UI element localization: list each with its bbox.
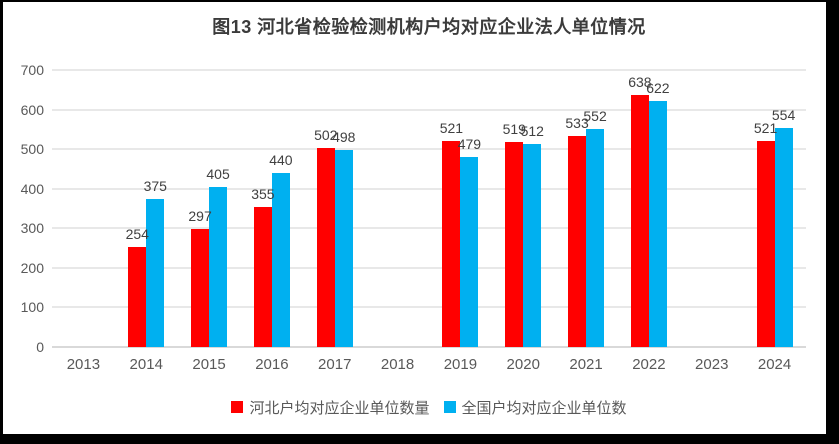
bar-hebei <box>442 140 461 347</box>
x-axis-line <box>52 346 806 348</box>
data-label: 502 <box>314 127 338 144</box>
x-tick-label: 2019 <box>443 356 478 373</box>
data-label: 498 <box>332 128 356 145</box>
data-label: 552 <box>583 107 607 124</box>
x-tick-label: 2013 <box>66 356 101 373</box>
y-tick-label: 500 <box>20 141 44 158</box>
data-label: 521 <box>753 119 778 136</box>
data-label: 622 <box>646 79 670 96</box>
gridline <box>52 69 806 71</box>
data-label: 638 <box>628 73 652 90</box>
data-label: 405 <box>206 165 230 182</box>
x-tick-label: 2024 <box>757 356 792 373</box>
data-label: 254 <box>125 225 149 242</box>
x-tick-label: 2016 <box>255 356 289 373</box>
data-label: 297 <box>188 208 212 225</box>
legend-swatch <box>443 401 456 413</box>
data-label: 440 <box>269 151 293 168</box>
legend-item-national: 全国户均对应企业单位数 <box>443 397 627 418</box>
x-tick-label: 2015 <box>192 356 226 373</box>
legend-label: 全国户均对应企业单位数 <box>461 399 627 417</box>
y-tick-label: 200 <box>20 259 44 276</box>
data-label: 512 <box>520 123 544 140</box>
bar-national <box>209 186 228 347</box>
x-tick-label: 2018 <box>380 356 415 373</box>
data-label: 521 <box>439 119 464 136</box>
bar-hebei <box>253 206 272 347</box>
bar-national <box>523 144 542 347</box>
bar-hebei <box>630 94 649 347</box>
data-label: 533 <box>565 115 589 132</box>
gridline <box>52 266 806 269</box>
gridline <box>52 227 806 230</box>
x-tick-label: 2014 <box>129 356 163 373</box>
legend-item-hebei: 河北户均对应企业单位数量 <box>231 397 430 418</box>
bar-national <box>334 149 353 347</box>
data-label: 554 <box>771 106 796 123</box>
data-label: 519 <box>502 120 526 137</box>
bar-national <box>146 198 165 347</box>
bar-national <box>774 127 793 347</box>
data-label: 355 <box>251 185 275 202</box>
bar-hebei <box>191 229 210 347</box>
y-tick-label: 100 <box>20 299 44 316</box>
gridline <box>52 148 806 151</box>
y-tick-label: 600 <box>20 101 44 118</box>
x-tick-label: 2020 <box>506 356 540 373</box>
bar-hebei <box>568 136 587 347</box>
bar-hebei <box>316 148 335 347</box>
bar-national <box>586 128 605 347</box>
gridline <box>52 108 806 111</box>
x-tick-label: 2023 <box>695 356 729 373</box>
y-tick-label: 300 <box>20 220 44 237</box>
gridline <box>52 306 806 309</box>
y-tick-label: 400 <box>20 180 44 197</box>
legend: 河北户均对应企业单位数量 全国户均对应企业单位数 <box>52 396 806 418</box>
data-label: 375 <box>143 177 167 194</box>
legend-label: 河北户均对应企业单位数量 <box>249 399 430 417</box>
gridline <box>52 187 806 190</box>
x-tick-label: 2022 <box>632 356 666 373</box>
bar-national <box>648 100 667 347</box>
bar-national <box>460 157 479 347</box>
legend-swatch <box>231 401 244 413</box>
chart-title: 图13 河北省检验检测机构户均对应企业法人单位情况 <box>212 17 646 37</box>
x-tick-label: 2017 <box>318 356 352 373</box>
data-label: 479 <box>457 136 482 153</box>
x-tick-label: 2021 <box>569 356 603 373</box>
chart-canvas: 图13 河北省检验检测机构户均对应企业法人单位情况 0 100 200 300 400 5… <box>3 2 826 434</box>
bar-hebei <box>505 141 524 347</box>
y-tick-label: 0 <box>36 339 44 355</box>
bar-hebei <box>128 246 147 347</box>
y-tick-label: 700 <box>20 62 44 78</box>
plot-area: 0 100 200 300 400 500 600 700 2013 2014 254 375 2015… <box>21 62 806 373</box>
bar-national <box>271 172 290 347</box>
bar-hebei <box>756 140 775 347</box>
